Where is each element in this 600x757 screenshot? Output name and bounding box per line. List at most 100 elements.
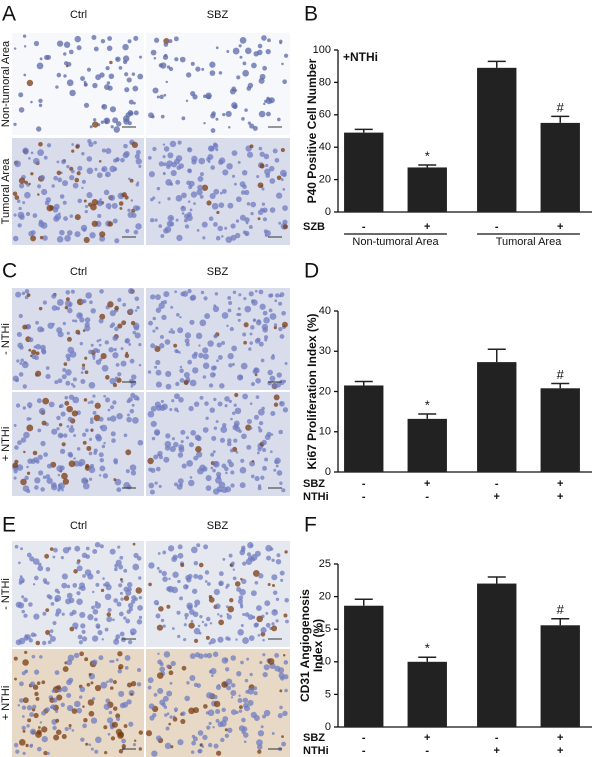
cell	[80, 737, 85, 742]
cell	[225, 471, 228, 475]
cell	[202, 353, 209, 360]
cell	[250, 544, 253, 548]
cell	[93, 451, 97, 455]
cell	[227, 352, 234, 360]
y-tick-label: 15	[319, 623, 331, 635]
panel-letter: B	[304, 3, 318, 26]
cell	[39, 174, 46, 181]
cell	[114, 563, 119, 568]
condition-value: -	[362, 732, 366, 744]
cell	[88, 466, 96, 474]
cell	[88, 451, 93, 456]
cell	[242, 61, 247, 66]
cell	[278, 301, 283, 306]
cell	[17, 602, 25, 609]
cell	[168, 39, 173, 44]
cell	[228, 399, 232, 404]
cell	[32, 558, 40, 565]
cell	[127, 39, 132, 44]
cell	[213, 588, 220, 596]
cell	[276, 372, 282, 378]
condition-value: -	[495, 221, 499, 233]
cell	[43, 750, 48, 756]
cell	[129, 464, 137, 471]
cell	[179, 316, 182, 319]
cell	[31, 349, 37, 355]
cell	[103, 583, 107, 587]
cell	[119, 555, 124, 560]
cell	[103, 394, 107, 398]
cell	[56, 72, 62, 78]
cell	[150, 467, 156, 473]
condition-value: +	[424, 732, 430, 744]
cell	[162, 624, 166, 628]
cell	[252, 125, 258, 131]
cell	[260, 358, 265, 363]
cell	[215, 117, 219, 121]
cell	[82, 574, 86, 578]
cell	[258, 428, 263, 433]
cell	[39, 655, 43, 659]
cell	[41, 348, 47, 354]
cell	[122, 302, 127, 307]
cell	[250, 211, 254, 216]
cell	[32, 583, 36, 586]
cell	[91, 659, 98, 666]
cell	[121, 192, 127, 198]
cell	[154, 430, 160, 436]
cell	[20, 358, 24, 363]
cell	[12, 462, 19, 469]
cell	[239, 181, 246, 188]
cell	[279, 481, 283, 485]
cell	[257, 730, 265, 737]
cell	[161, 702, 166, 707]
cell	[72, 377, 77, 382]
cell	[81, 366, 86, 371]
cell	[261, 202, 266, 206]
cell	[205, 635, 210, 640]
cell	[169, 715, 173, 719]
cell	[22, 324, 28, 330]
cell	[29, 712, 34, 717]
cell	[42, 300, 47, 305]
cell	[35, 696, 40, 701]
cell	[99, 313, 106, 320]
cell	[275, 597, 280, 601]
cell	[204, 570, 210, 575]
cell	[188, 405, 194, 412]
cell	[88, 349, 93, 355]
cell	[68, 460, 76, 468]
cell	[188, 442, 194, 448]
cell	[162, 576, 168, 582]
cell	[265, 163, 269, 168]
cell	[106, 45, 113, 52]
cell	[174, 482, 178, 487]
cell	[212, 726, 215, 729]
cell	[240, 458, 245, 463]
cell	[245, 690, 250, 694]
cell	[263, 102, 266, 106]
cell	[30, 235, 37, 242]
cell	[38, 470, 44, 476]
cell	[209, 61, 216, 68]
cell	[242, 613, 246, 617]
cell	[279, 334, 285, 339]
cell	[194, 652, 201, 658]
cell	[208, 216, 214, 222]
cell	[164, 742, 172, 750]
cell	[219, 383, 225, 389]
cell	[162, 155, 166, 159]
cell	[228, 301, 233, 306]
cell	[250, 201, 257, 208]
cell	[115, 121, 122, 127]
bar	[407, 418, 447, 472]
cell	[252, 570, 260, 577]
cell	[45, 629, 51, 635]
cell	[271, 558, 275, 562]
cell	[282, 224, 288, 230]
cell	[262, 653, 266, 657]
cell	[51, 689, 55, 693]
cell	[22, 147, 29, 155]
cell	[273, 394, 280, 401]
cell	[212, 651, 219, 657]
